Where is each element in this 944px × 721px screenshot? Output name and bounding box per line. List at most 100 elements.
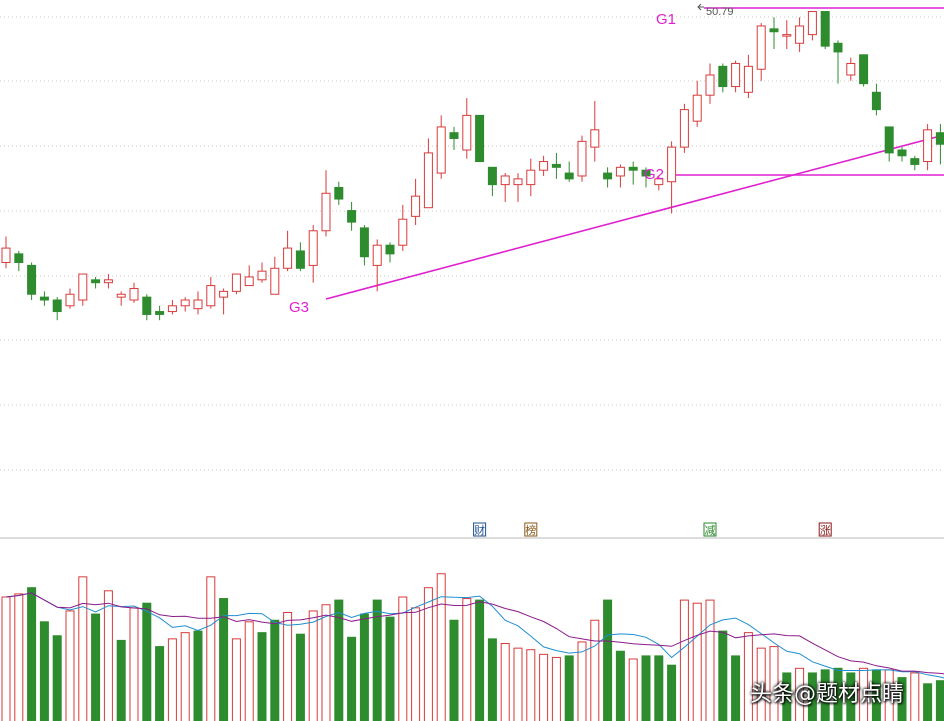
candle-4 bbox=[52, 297, 62, 321]
volume-bar-34 bbox=[436, 573, 446, 721]
volume-bar-45 bbox=[577, 641, 587, 721]
candle-53 bbox=[679, 103, 689, 153]
candle-body-33 bbox=[423, 152, 433, 209]
candle-36 bbox=[462, 98, 472, 159]
candle-14 bbox=[180, 297, 190, 312]
volume-bar-61 bbox=[782, 672, 792, 721]
candle-62 bbox=[795, 17, 805, 52]
candle-19 bbox=[244, 265, 254, 287]
candle-body-21 bbox=[270, 267, 280, 295]
candle-body-50 bbox=[641, 169, 651, 177]
volume-bar-63 bbox=[807, 672, 817, 721]
candle-51 bbox=[654, 175, 664, 191]
candle-38 bbox=[487, 166, 497, 197]
candle-22 bbox=[283, 230, 293, 272]
candle-body-7 bbox=[91, 279, 101, 284]
candle-37 bbox=[475, 114, 485, 163]
candle-body-72 bbox=[923, 129, 933, 163]
candle-body-71 bbox=[910, 158, 920, 165]
candle-30 bbox=[385, 242, 395, 263]
event-marker-0: 财 bbox=[473, 522, 487, 537]
candle-41 bbox=[526, 158, 536, 197]
volume-bar-0 bbox=[1, 596, 11, 721]
event-markers: 财榜减涨 bbox=[473, 522, 832, 537]
volume-bar-40 bbox=[513, 647, 523, 721]
candle-body-9 bbox=[116, 293, 126, 298]
candle-16 bbox=[206, 276, 216, 309]
candle-body-67 bbox=[859, 54, 869, 85]
volume-bar-47 bbox=[603, 599, 613, 721]
candle-body-48 bbox=[615, 166, 625, 177]
candle-54 bbox=[692, 80, 702, 127]
candle-body-69 bbox=[884, 126, 894, 154]
event-marker-box-3 bbox=[818, 522, 832, 537]
candle-40 bbox=[513, 173, 523, 202]
candle-body-16 bbox=[206, 285, 216, 307]
candle-29 bbox=[372, 239, 382, 292]
candle-46 bbox=[590, 100, 600, 162]
volume-bar-38 bbox=[487, 638, 497, 721]
candle-body-29 bbox=[372, 244, 382, 266]
volume-bar-42 bbox=[539, 653, 549, 721]
candle-48 bbox=[615, 164, 625, 188]
candle-body-63 bbox=[807, 11, 817, 36]
volume-bar-56 bbox=[718, 630, 728, 721]
candle-body-59 bbox=[756, 25, 766, 70]
candle-27 bbox=[347, 201, 357, 231]
peak-arrow-icon bbox=[697, 3, 704, 11]
volume-bar-44 bbox=[564, 655, 574, 721]
volume-bar-4 bbox=[52, 635, 62, 721]
candle-0 bbox=[1, 236, 11, 269]
candle-body-64 bbox=[820, 11, 830, 47]
trend-lines bbox=[325, 7, 944, 300]
candle-body-65 bbox=[833, 42, 843, 53]
volume-bar-29 bbox=[372, 599, 382, 721]
volume-bar-37 bbox=[475, 599, 485, 721]
candle-55 bbox=[705, 63, 715, 104]
candle-body-46 bbox=[590, 129, 600, 148]
candle-body-4 bbox=[52, 299, 62, 313]
candle-9 bbox=[116, 291, 126, 306]
event-marker-label-0: 财 bbox=[474, 523, 485, 537]
annotation-g2: G2 bbox=[644, 166, 664, 183]
volume-bar-14 bbox=[180, 632, 190, 721]
volume-bar-23 bbox=[295, 633, 305, 721]
volume-bar-27 bbox=[347, 636, 357, 721]
candle-45 bbox=[577, 135, 587, 182]
candle-1 bbox=[14, 250, 24, 272]
candle-64 bbox=[820, 11, 830, 50]
volume-bar-62 bbox=[795, 667, 805, 721]
volume-bar-19 bbox=[244, 621, 254, 721]
volume-bar-55 bbox=[705, 599, 715, 721]
candle-body-42 bbox=[539, 161, 549, 171]
candle-body-5 bbox=[65, 293, 75, 307]
event-marker-box-1 bbox=[524, 522, 538, 537]
candle-body-44 bbox=[564, 172, 574, 180]
candle-50 bbox=[641, 167, 651, 188]
candle-body-40 bbox=[513, 178, 523, 186]
candle-23 bbox=[295, 242, 305, 272]
candle-body-25 bbox=[321, 192, 331, 232]
candle-body-57 bbox=[731, 62, 741, 88]
candle-28 bbox=[359, 225, 369, 266]
candle-71 bbox=[910, 155, 920, 171]
volume-ma-long bbox=[5, 592, 944, 675]
candle-25 bbox=[321, 170, 331, 237]
candle-20 bbox=[257, 262, 267, 283]
volume-bar-64 bbox=[820, 669, 830, 721]
candle-body-0 bbox=[1, 247, 11, 264]
volume-bar-10 bbox=[129, 607, 139, 721]
volume-bar-16 bbox=[206, 576, 216, 721]
volume-bar-18 bbox=[231, 638, 241, 721]
candle-69 bbox=[884, 126, 894, 162]
candle-58 bbox=[743, 54, 753, 99]
candle-47 bbox=[603, 167, 613, 188]
volume-bar-59 bbox=[756, 647, 766, 721]
candle-59 bbox=[756, 23, 766, 81]
volume-bar-65 bbox=[833, 667, 843, 721]
volume-bar-32 bbox=[411, 607, 421, 721]
candle-body-17 bbox=[219, 290, 229, 298]
volume-moving-averages bbox=[5, 592, 944, 679]
candle-body-20 bbox=[257, 270, 267, 281]
candle-body-47 bbox=[603, 172, 613, 180]
